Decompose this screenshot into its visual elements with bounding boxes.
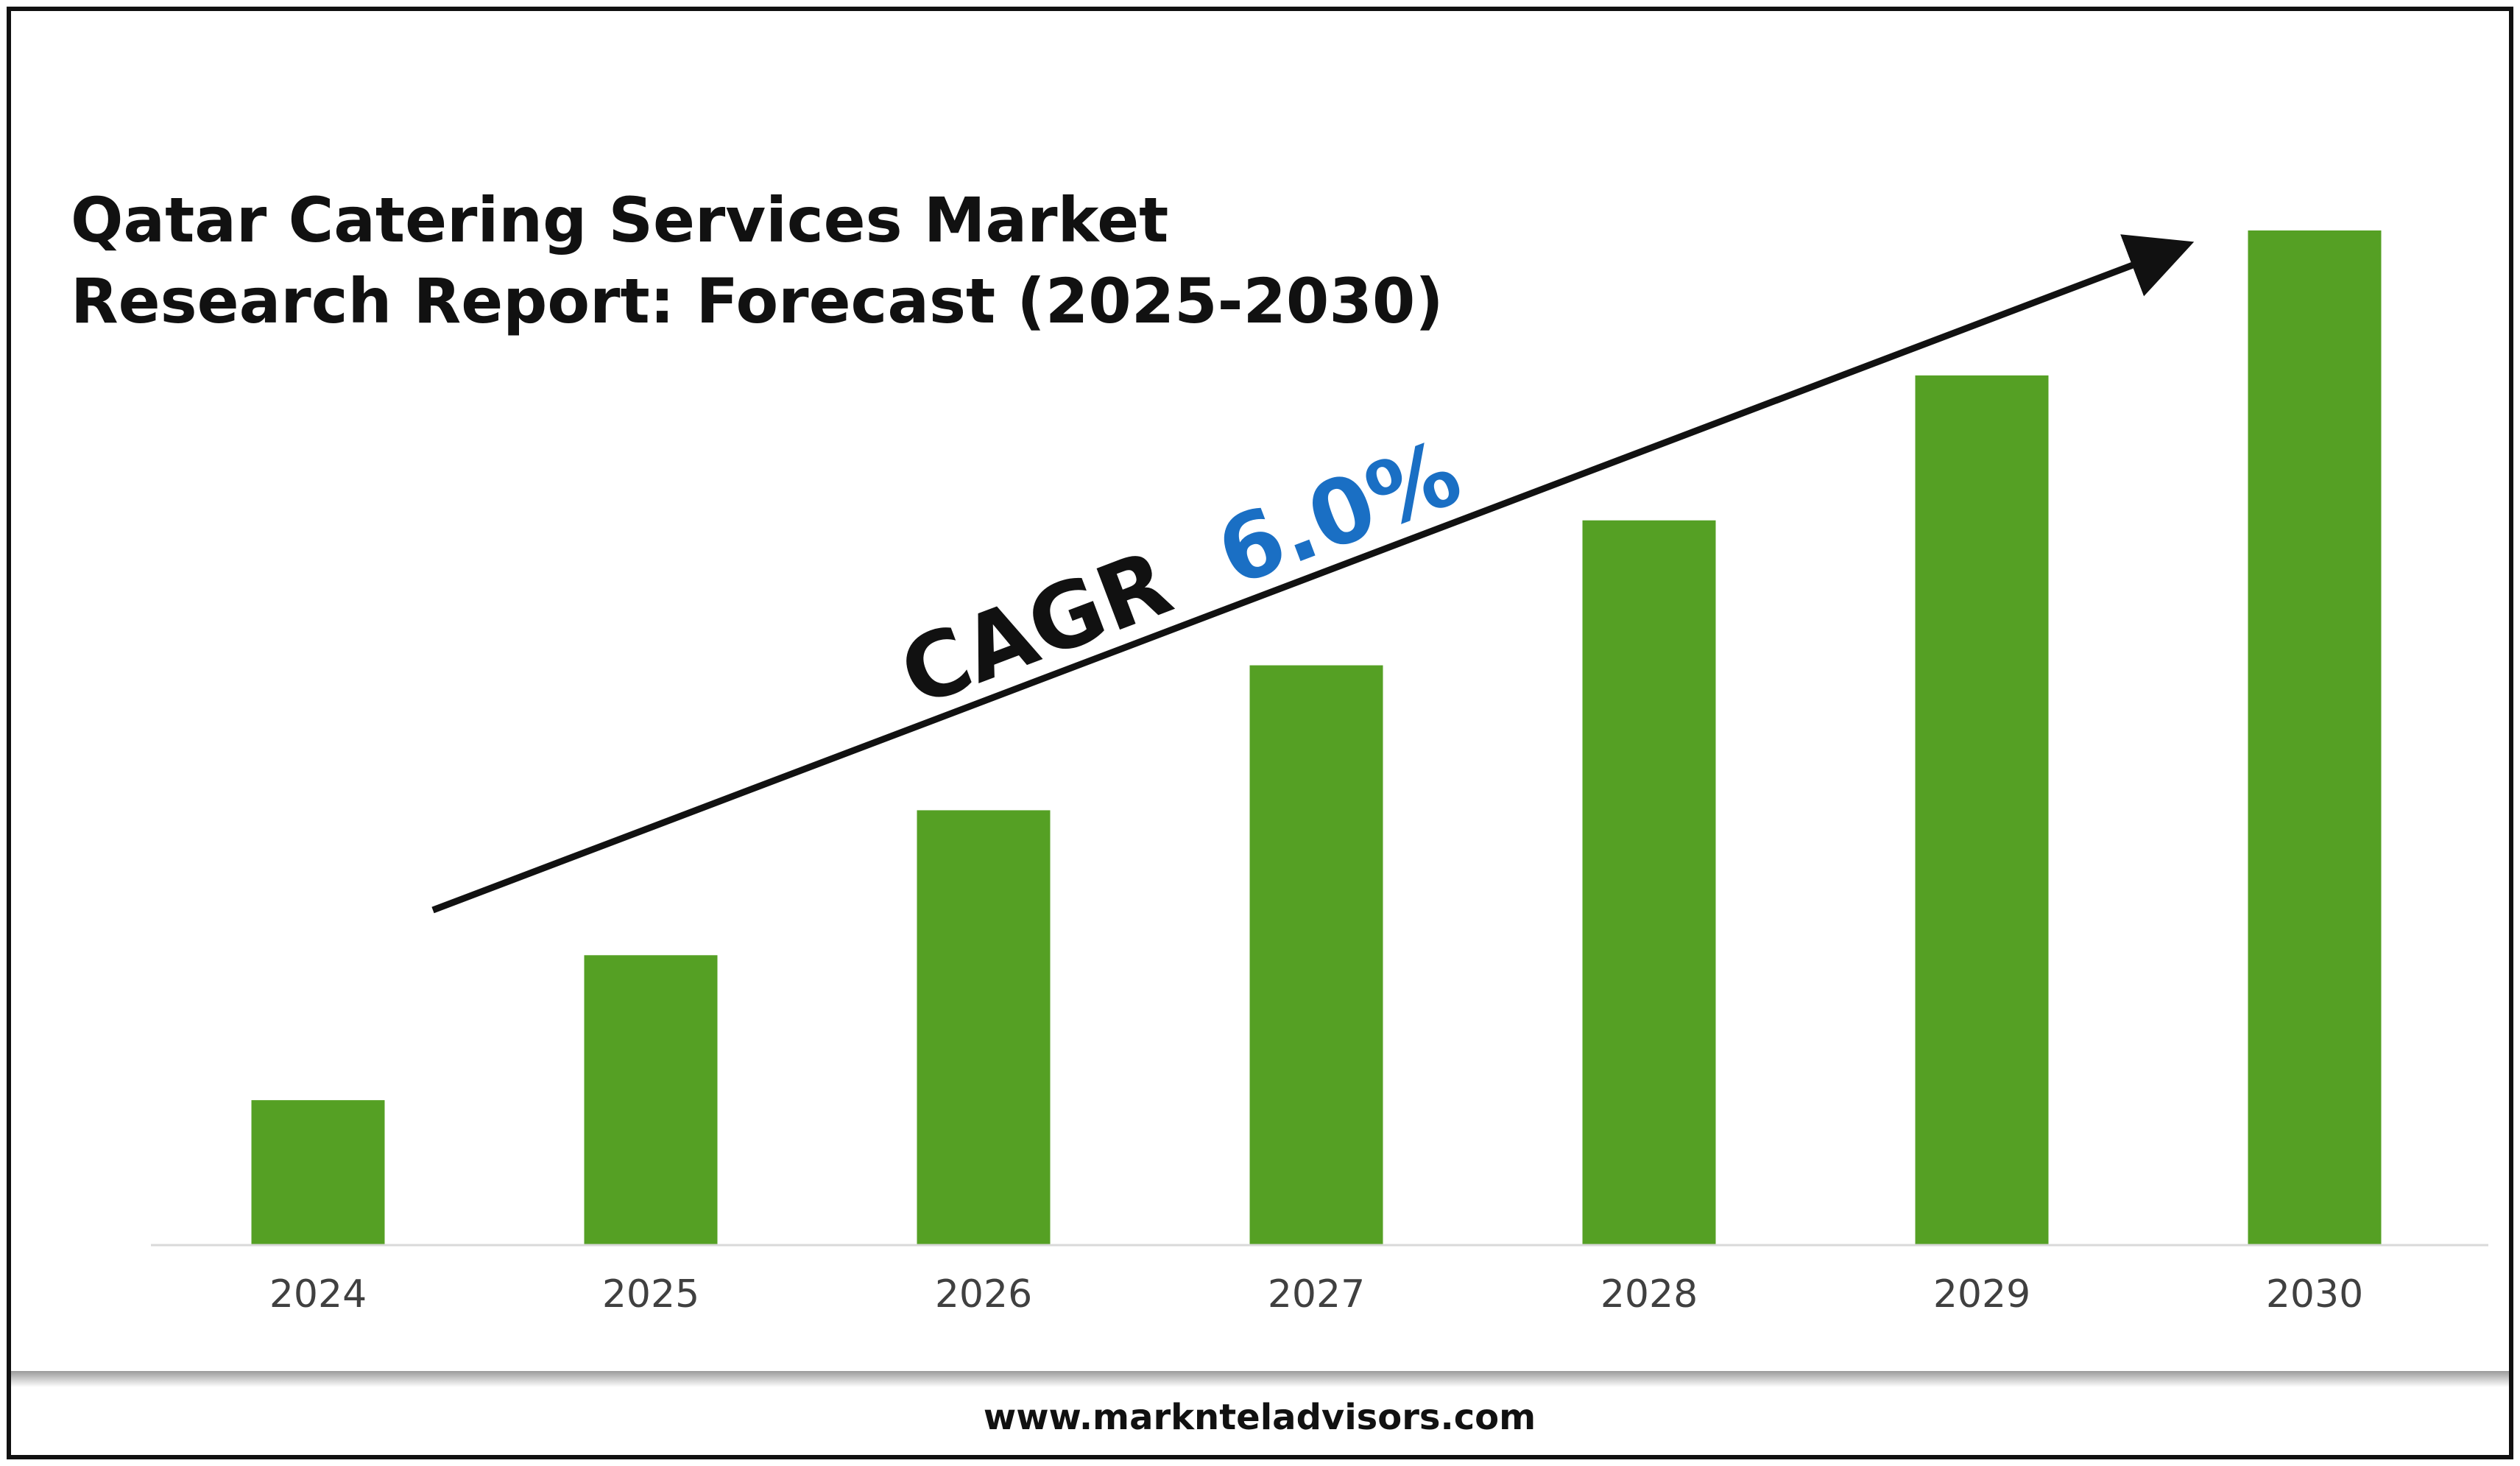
- x-tick-label-2027: 2027: [1268, 1272, 1365, 1317]
- trend-arrow: [431, 234, 2195, 914]
- x-tick-label-2024: 2024: [269, 1272, 367, 1317]
- chart-title-line-2: Research Report: Forecast (2025-2030): [71, 265, 1444, 337]
- bar-2026: [917, 810, 1051, 1245]
- bar-2025: [584, 955, 718, 1245]
- x-axis-tick-labels: 2024 2025 2026 2027 2028 2029 2030: [269, 1272, 2363, 1317]
- chart-title: Qatar Catering Services Market Research …: [71, 184, 1444, 337]
- chart-title-line-1: Qatar Catering Services Market: [71, 184, 1168, 256]
- x-tick-label-2025: 2025: [602, 1272, 699, 1317]
- x-tick-label-2028: 2028: [1600, 1272, 1698, 1317]
- x-tick-label-2030: 2030: [2266, 1272, 2363, 1317]
- bar-2029: [1915, 375, 2049, 1245]
- bar-series: [251, 230, 2382, 1245]
- bar-2024: [251, 1100, 385, 1245]
- bar-2028: [1582, 520, 1716, 1245]
- bar-2030: [2248, 230, 2382, 1245]
- footer-website: www.marknteladvisors.com: [984, 1397, 1536, 1438]
- footer-divider: [11, 1371, 2509, 1387]
- x-tick-label-2026: 2026: [935, 1272, 1032, 1317]
- bar-2027: [1249, 665, 1383, 1245]
- x-tick-label-2029: 2029: [1933, 1272, 2030, 1317]
